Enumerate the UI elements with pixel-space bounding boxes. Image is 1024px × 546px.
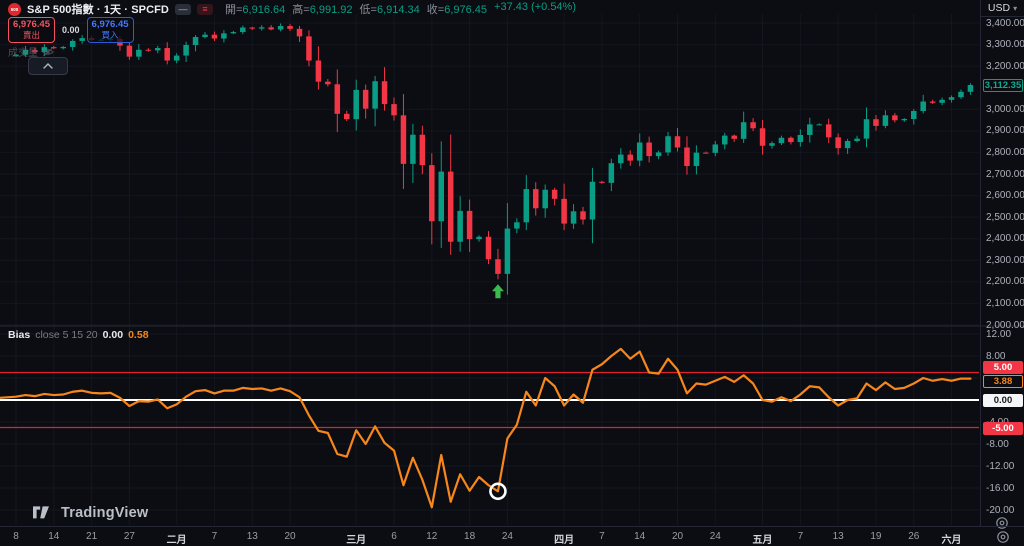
time-axis-label: 14 (48, 531, 60, 542)
time-axis-label: 24 (501, 531, 513, 542)
lower-band-badge: -5.00 (983, 421, 1023, 435)
time-axis-label: 二月 (166, 535, 187, 546)
eye-off-icon[interactable] (42, 47, 54, 57)
price-axis-label: 2,700.00 (986, 168, 1024, 180)
time-axis-label: 四月 (554, 535, 575, 546)
time-axis-label: 20 (671, 531, 684, 542)
time-axis-label: 7 (211, 531, 218, 542)
price-axis-label: 2,300.00 (986, 254, 1024, 266)
indicator-value-orange: 0.58 (128, 329, 149, 341)
price-axis-label: 3,200.00 (986, 60, 1024, 72)
chevron-up-icon (43, 63, 53, 69)
trade-panel: 6,976.45 賣出 0.00 6,976.45 買入 (8, 17, 134, 43)
buy-price: 6,976.45 (91, 18, 129, 30)
tradingview-logo-icon (33, 506, 49, 519)
change-value: +37.43 (+0.54%) (494, 1, 576, 13)
time-axis-label: 7 (797, 531, 804, 542)
time-axis-label: 13 (246, 531, 258, 542)
legend-menu-icon[interactable]: ≡ (196, 3, 213, 15)
bias-line (0, 347, 972, 509)
high-label: 高= (292, 4, 310, 16)
price-axis-label: 2,000.00 (986, 319, 1024, 331)
last-price-badge: 3,112.35 (983, 78, 1023, 92)
upper-band-badge: 5.00 (983, 361, 1023, 374)
time-axis[interactable]: 8 14 21 27 二月 7 13 20 三月 6 12 18 24 四月 7 14 20 24 五月 7 13 19 2… (0, 526, 1024, 546)
low-value: 6,914.34 (376, 4, 420, 16)
time-axis-label: 19 (870, 531, 882, 542)
time-axis-label: 六月 (941, 535, 962, 546)
sell-button[interactable]: 6,976.45 賣出 (8, 17, 55, 43)
price-axis-label: 2,200.00 (986, 276, 1024, 288)
close-label: 收= (426, 4, 445, 16)
zero-line-badge: 0.00 (983, 393, 1023, 407)
volume-indicator-row: 成交量 (8, 44, 54, 59)
time-axis-label: 14 (634, 531, 646, 542)
indicator-value-badge: 3.88 (983, 375, 1023, 388)
price-axis-label: 2,800.00 (986, 146, 1024, 158)
candles-layer (13, 23, 974, 295)
sell-price: 6,976.45 (13, 18, 50, 30)
time-axis-label: 12 (426, 531, 438, 542)
close-value: 6,976.45 (444, 4, 488, 16)
time-axis-label: 21 (86, 531, 98, 542)
spread-value: 0.00 (62, 25, 80, 35)
price-axis-label: 3,300.00 (986, 39, 1024, 51)
low-label: 低= (359, 4, 377, 16)
price-axis-label: 2,100.00 (986, 297, 1024, 309)
buy-arrow-marker (491, 284, 504, 299)
time-axis-label: 26 (908, 531, 920, 542)
indicator-legend: Bias close 5 15 20 0.00 0.58 (8, 329, 149, 341)
time-axis-label: 20 (284, 531, 296, 542)
buy-label: 買入 (101, 29, 119, 40)
indicator-axis-label: -16.00 (986, 482, 1015, 494)
time-axis-label: 7 (599, 531, 605, 542)
indicator-params: close 5 15 20 (35, 329, 98, 341)
symbol-header: 500 S&P 500指數 · 1天 · SPCFD — ≡ 開=6,916.6… (8, 1, 576, 17)
ohlc-values: 開=6,916.64 高=6,991.92 低=6,914.34 收=6,976… (225, 1, 576, 17)
open-label: 開= (224, 4, 243, 16)
collapse-legend-icon[interactable]: — (174, 3, 191, 15)
sell-label: 賣出 (22, 29, 40, 40)
tradingview-watermark[interactable]: TradingView (33, 504, 148, 522)
price-axis-label: 2,900.00 (986, 125, 1024, 137)
pane-settings-gear-icon[interactable] (995, 516, 1009, 530)
time-axis-label: 8 (13, 531, 19, 542)
indicator-hlines (0, 371, 979, 429)
symbol-logo-icon: 500 (8, 2, 21, 16)
tradingview-logo-text: TradingView (61, 505, 149, 521)
time-axis-label: 6 (391, 531, 397, 542)
currency-selector[interactable]: USD ▾ (981, 0, 1024, 17)
time-axis-label: 五月 (752, 535, 773, 546)
indicator-axis-label: -20.00 (986, 504, 1015, 516)
indicator-axis-label: 8.00 (986, 350, 1006, 362)
price-axis-label: 3,400.00 (986, 17, 1024, 29)
indicator-name[interactable]: Bias (8, 329, 31, 341)
indicator-value-white: 0.00 (102, 329, 124, 341)
indicator-axis-label: -12.00 (986, 460, 1015, 472)
symbol-title[interactable]: S&P 500指數 · 1天 · SPCFD (27, 4, 169, 16)
price-axis-label: 2,600.00 (986, 190, 1024, 202)
time-axis-label: 27 (123, 531, 135, 542)
time-axis-label: 24 (709, 531, 721, 542)
price-axis-label: 3,000.00 (986, 103, 1024, 115)
chevron-down-icon: ▾ (1013, 3, 1018, 13)
price-axis-label: 2,500.00 (986, 211, 1024, 223)
price-axis[interactable]: USD ▾ 3,400.00 3,300.00 3,200.00 3,000.00 2,… (980, 0, 1024, 529)
time-axis-label: 13 (832, 531, 844, 542)
indicator-axis-label: -8.00 (986, 438, 1009, 450)
indicator-axis-label: 12.00 (986, 328, 1012, 340)
buy-button[interactable]: 6,976.45 買入 (86, 17, 134, 43)
time-axis-label: 三月 (346, 535, 367, 546)
open-value: 6,916.64 (242, 4, 286, 16)
volume-label: 成交量 (8, 48, 38, 59)
currency-label: USD (987, 2, 1011, 14)
price-axis-label: 2,400.00 (986, 233, 1024, 245)
scroll-up-button[interactable] (28, 57, 68, 75)
time-axis-label: 18 (464, 531, 476, 542)
high-value: 6,991.92 (309, 4, 353, 16)
time-axis-settings-icon[interactable] (996, 530, 1010, 544)
circle-marker (489, 482, 507, 501)
